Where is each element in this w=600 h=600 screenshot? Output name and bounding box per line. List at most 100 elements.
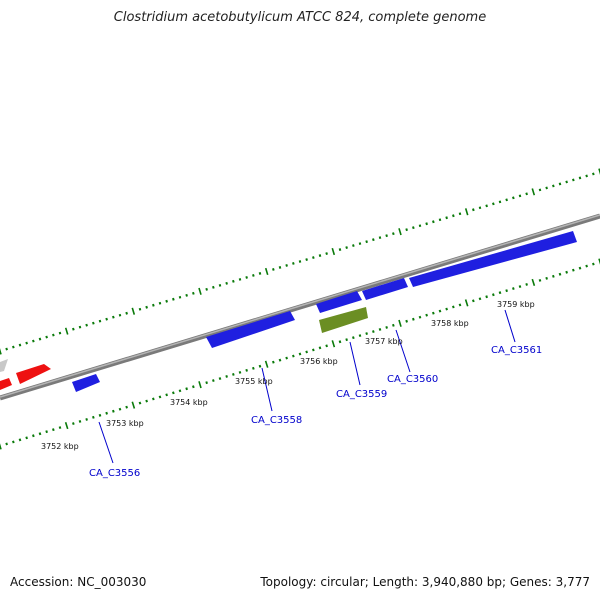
minor-tick bbox=[72, 422, 75, 425]
minor-tick bbox=[52, 333, 55, 337]
minor-tick bbox=[212, 379, 215, 382]
gene-ca-c3556[interactable] bbox=[72, 374, 100, 392]
minor-tick bbox=[278, 266, 282, 269]
minor-tick bbox=[112, 409, 115, 413]
minor-tick bbox=[218, 283, 222, 287]
major-tick bbox=[64, 327, 69, 335]
map-title: Clostridium acetobutylicum ATCC 824, com… bbox=[113, 10, 487, 25]
minor-tick bbox=[505, 289, 508, 293]
minor-tick bbox=[385, 326, 388, 329]
gene-label[interactable]: CA_C3556 bbox=[89, 468, 140, 479]
gene-label[interactable]: CA_C3561 bbox=[491, 345, 542, 356]
minor-tick bbox=[205, 381, 208, 385]
minor-tick bbox=[118, 407, 122, 411]
minor-tick bbox=[158, 395, 162, 399]
minor-tick bbox=[518, 285, 522, 289]
gene-red-2[interactable] bbox=[16, 364, 51, 384]
major-tick bbox=[0, 348, 2, 355]
minor-tick bbox=[552, 274, 555, 278]
minor-tick bbox=[458, 303, 462, 307]
minor-tick bbox=[172, 297, 175, 301]
major-tick bbox=[331, 247, 336, 256]
minor-tick bbox=[238, 370, 242, 374]
minor-tick bbox=[238, 278, 242, 281]
major-tick bbox=[598, 258, 600, 265]
minor-tick bbox=[178, 389, 182, 393]
kbp-label: 3756 kbp bbox=[300, 357, 338, 366]
minor-tick bbox=[12, 440, 15, 444]
minor-tick bbox=[305, 350, 308, 354]
minor-tick bbox=[245, 276, 248, 279]
minor-tick bbox=[585, 174, 588, 178]
minor-tick bbox=[325, 344, 328, 348]
minor-tick bbox=[432, 311, 435, 315]
minor-tick bbox=[492, 293, 495, 297]
minor-tick bbox=[565, 270, 568, 274]
major-tick bbox=[131, 307, 136, 315]
minor-tick bbox=[312, 348, 315, 352]
gene-red-1[interactable] bbox=[0, 378, 12, 390]
minor-tick bbox=[152, 397, 155, 401]
minor-tick bbox=[32, 434, 35, 438]
minor-tick bbox=[78, 325, 82, 329]
gene-gray[interactable] bbox=[0, 359, 8, 372]
gene-ca-c3559[interactable] bbox=[319, 307, 368, 333]
upper-tick-track bbox=[0, 168, 600, 355]
gene-ca-c3558[interactable] bbox=[206, 311, 295, 348]
minor-tick bbox=[325, 252, 328, 255]
minor-tick bbox=[178, 295, 182, 299]
minor-tick bbox=[12, 345, 15, 349]
gene-label[interactable]: CA_C3560 bbox=[387, 374, 438, 385]
major-tick bbox=[598, 168, 600, 175]
major-tick bbox=[531, 188, 536, 196]
minor-tick bbox=[525, 192, 528, 196]
genome-backbone bbox=[0, 213, 600, 401]
minor-tick bbox=[38, 432, 42, 436]
minor-tick bbox=[292, 354, 295, 358]
minor-tick bbox=[105, 317, 108, 321]
minor-tick bbox=[272, 268, 275, 271]
gene-ca-c3560[interactable] bbox=[362, 278, 408, 300]
minor-tick bbox=[358, 242, 362, 245]
minor-tick bbox=[98, 319, 102, 323]
minor-tick bbox=[85, 323, 88, 327]
minor-tick bbox=[458, 212, 462, 216]
minor-tick bbox=[165, 299, 168, 303]
minor-tick bbox=[572, 268, 575, 272]
minor-tick bbox=[38, 337, 42, 341]
minor-tick bbox=[545, 186, 548, 190]
minor-tick bbox=[592, 262, 595, 266]
minor-tick bbox=[5, 347, 8, 351]
minor-tick bbox=[365, 332, 368, 335]
minor-tick bbox=[445, 216, 448, 220]
minor-tick bbox=[18, 343, 22, 347]
minor-tick bbox=[372, 330, 375, 333]
minor-tick bbox=[552, 184, 555, 188]
minor-tick bbox=[218, 377, 222, 381]
minor-tick bbox=[345, 338, 348, 342]
minor-tick bbox=[285, 356, 288, 360]
gene-label[interactable]: CA_C3559 bbox=[336, 389, 387, 400]
minor-tick bbox=[478, 206, 482, 210]
minor-tick bbox=[492, 202, 495, 206]
minor-tick bbox=[498, 291, 502, 295]
minor-tick bbox=[418, 224, 422, 228]
major-tick bbox=[198, 287, 202, 295]
gene-blue-c[interactable] bbox=[316, 291, 362, 313]
major-tick bbox=[264, 267, 269, 276]
minor-tick bbox=[152, 303, 155, 307]
gene-label[interactable]: CA_C3558 bbox=[251, 415, 302, 426]
kbp-label: 3758 kbp bbox=[431, 319, 469, 328]
minor-tick bbox=[58, 331, 62, 335]
minor-tick bbox=[438, 309, 442, 313]
minor-tick bbox=[525, 283, 528, 286]
minor-tick bbox=[112, 315, 115, 319]
minor-tick bbox=[138, 401, 142, 405]
minor-tick bbox=[18, 438, 22, 442]
minor-tick bbox=[505, 198, 508, 202]
minor-tick bbox=[192, 291, 195, 295]
minor-tick bbox=[538, 188, 542, 192]
major-tick bbox=[331, 340, 336, 348]
minor-tick bbox=[378, 236, 382, 240]
gene-ca-c3561[interactable] bbox=[409, 231, 577, 287]
